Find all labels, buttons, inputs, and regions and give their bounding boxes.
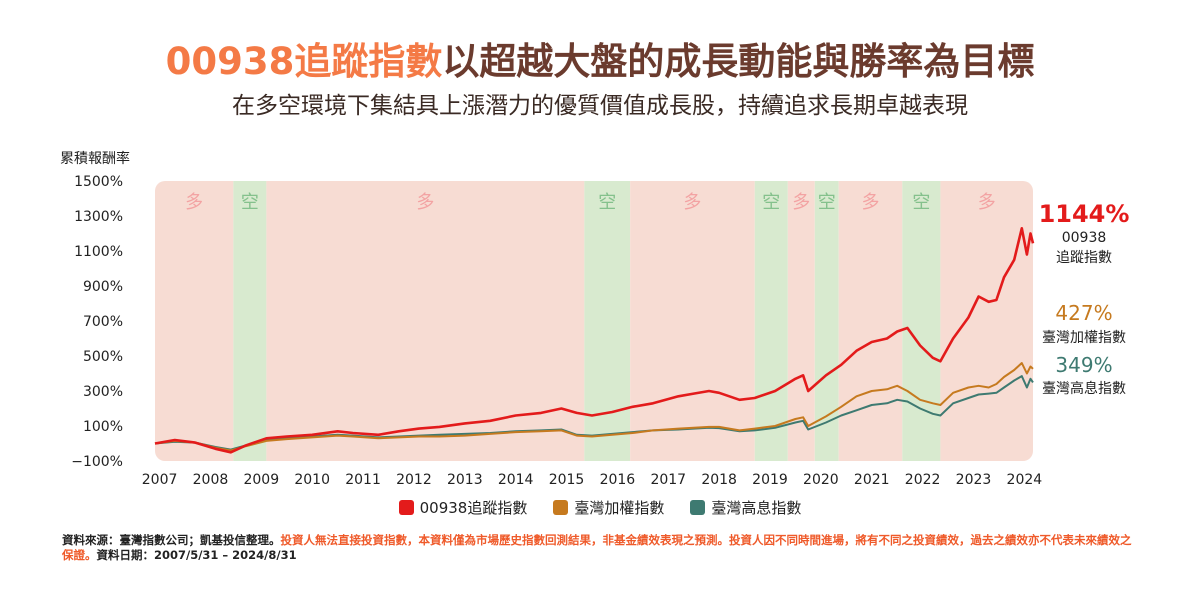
regime-label-bull: 多 (185, 192, 203, 213)
x-tick-label: 2023 (956, 472, 992, 488)
x-tick-label: 2017 (650, 472, 686, 488)
x-axis-ticks: 2007 2008 2009 2010 2011 2012 2013 2014 2015 2016… (142, 472, 1042, 488)
series-end-labels: 1144% 00938 追蹤指數 427% 臺灣加權指數 349% 臺灣高息指數 (1039, 200, 1130, 397)
x-tick-label: 2022 (905, 472, 941, 488)
regime-band-bear (902, 181, 941, 461)
x-tick-label: 2007 (142, 472, 178, 488)
regime-label-bull: 多 (683, 192, 701, 213)
y-tick-label: 1300% (74, 209, 123, 225)
x-tick-label: 2010 (294, 472, 330, 488)
title-highlight: 00938追蹤指數 (165, 40, 443, 83)
legend-item: 臺灣加權指數 (553, 497, 664, 518)
x-tick-label: 2024 (1007, 472, 1043, 488)
series-end-value-2: 349% (1055, 353, 1112, 377)
series-end-name-1: 臺灣加權指數 (1042, 330, 1126, 346)
page-subtitle: 在多空環境下集結具上漲潛力的優質價值成長股，持續追求長期卓越表現 (232, 93, 968, 119)
regime-label-bear: 空 (912, 192, 930, 213)
regime-band-bull (838, 181, 903, 461)
x-tick-label: 2014 (498, 472, 534, 488)
series-line-0 (154, 227, 1035, 454)
series-end-value-0: 1144% (1039, 200, 1130, 228)
series-end-value-1: 427% (1055, 301, 1112, 325)
series-line-1 (154, 362, 1034, 452)
regime-bands: 多空多空多空多空多空多 (155, 181, 1033, 461)
y-tick-label: 500% (83, 349, 123, 365)
title-rest: 以超越大盤的成長動能與勝率為目標 (442, 40, 1035, 83)
regime-label-bull: 多 (792, 192, 810, 213)
x-tick-label: 2013 (447, 472, 483, 488)
x-tick-label: 2021 (854, 472, 890, 488)
legend-item: 臺灣高息指數 (690, 497, 801, 518)
legend-swatch (690, 500, 706, 515)
x-tick-label: 2008 (193, 472, 229, 488)
y-axis-title: 累積報酬率 (60, 150, 130, 167)
regime-label-bull: 多 (978, 192, 996, 213)
y-tick-label: 300% (83, 384, 123, 400)
x-tick-label: 2018 (701, 472, 737, 488)
footnote-disclaimer: 投資人無法直接投資指數，本資料僅為市場歷史指數回測結果，非基金績效表現之預測。投… (62, 533, 1132, 562)
series-lines (154, 227, 1035, 454)
legend-label: 臺灣高息指數 (711, 499, 802, 517)
x-tick-label: 2016 (600, 472, 636, 488)
y-tick-label: 700% (83, 314, 123, 330)
regime-label-bull: 多 (861, 192, 879, 213)
regime-label-bear: 空 (241, 192, 259, 213)
x-tick-label: 2009 (243, 472, 279, 488)
y-tick-label: −100% (71, 454, 123, 470)
y-tick-label: 100% (83, 419, 123, 435)
regime-label-bull: 多 (416, 192, 434, 213)
legend-label: 00938追蹤指數 (419, 499, 528, 517)
footnote-dates: 資料日期：2007/5/31 – 2024/8/31 (96, 548, 297, 562)
regime-band-bull (630, 181, 755, 461)
regime-band-bear (754, 181, 788, 461)
regime-label-bear: 空 (818, 192, 836, 213)
regime-band-bull (940, 181, 1033, 461)
regime-band-bear (233, 181, 267, 461)
series-end-name-0: 00938 (1062, 230, 1107, 246)
legend: 00938追蹤指數 臺灣加權指數 臺灣高息指數 (0, 497, 1200, 518)
legend-label: 臺灣加權指數 (574, 499, 665, 517)
y-tick-label: 1100% (74, 244, 123, 260)
regime-band-bull (155, 181, 234, 461)
y-tick-label: 900% (83, 279, 123, 295)
legend-swatch (398, 500, 414, 515)
footnote-source: 資料來源：臺灣指數公司；凱基投信整理。 (62, 533, 281, 547)
regime-label-bear: 空 (762, 192, 780, 213)
legend-swatch (553, 500, 569, 515)
series-end-name-0: 追蹤指數 (1056, 250, 1112, 266)
x-tick-label: 2020 (803, 472, 839, 488)
regime-band-bear (814, 181, 839, 461)
x-tick-label: 2011 (345, 472, 381, 488)
regime-band-bear (584, 181, 631, 461)
y-axis-ticks: −100% 100% 300% 500% 700% 900% 1100% 1300% 1500% (71, 174, 123, 470)
footnote: 資料來源：臺灣指數公司；凱基投信整理。投資人無法直接投資指數，本資料僅為市場歷史… (62, 533, 1142, 563)
regime-label-bear: 空 (598, 192, 616, 213)
series-end-name-2: 臺灣高息指數 (1042, 380, 1126, 397)
regime-band-bull (266, 181, 585, 461)
page-title: 00938追蹤指數以超越大盤的成長動能與勝率為目標 (0, 38, 1200, 86)
regime-band-bull (787, 181, 815, 461)
legend-item: 00938追蹤指數 (398, 497, 528, 518)
x-tick-label: 2015 (549, 472, 585, 488)
y-tick-label: 1500% (74, 174, 123, 190)
x-tick-label: 2012 (396, 472, 432, 488)
x-tick-label: 2019 (752, 472, 788, 488)
